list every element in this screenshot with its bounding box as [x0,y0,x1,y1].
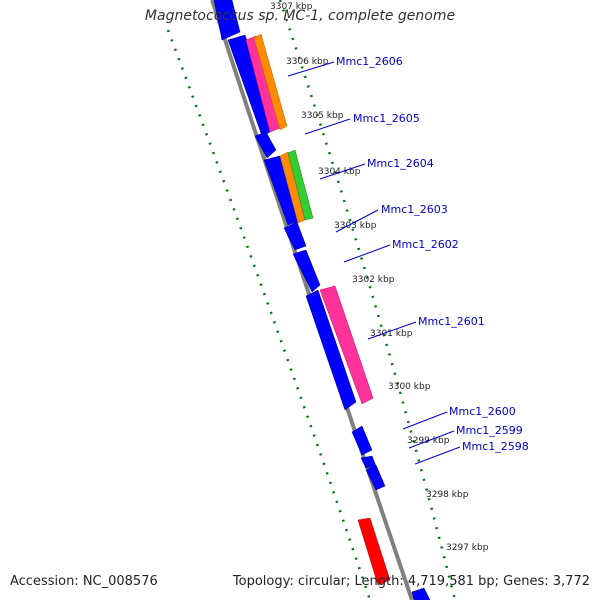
tick-label: 3297 kbp [446,543,489,553]
cds-block [292,249,321,293]
orange-block [253,33,288,131]
cds-block [351,425,373,456]
tick-label: 3298 kbp [426,490,469,500]
gene-leader-lines [287,61,461,465]
cds-block [254,131,277,159]
cds-block [283,221,307,251]
gene-label-mmc1-2599: Mmc1_2599 [456,424,523,437]
gene-label-mmc1-2606: Mmc1_2606 [336,55,403,68]
cds-block [365,464,386,491]
gene-label-mmc1-2598: Mmc1_2598 [462,440,529,453]
gene-label-mmc1-2600: Mmc1_2600 [449,405,516,418]
cds-block [305,289,357,411]
tick-label: 3306 kbp [286,57,329,67]
tick-label: 3302 kbp [352,275,395,285]
cds-block [411,587,431,600]
gene-label-mmc1-2605: Mmc1_2605 [353,112,420,125]
feature-track-colored [245,33,391,586]
tick-label: 3307 kbp [270,2,313,12]
accession-label: Accession: NC_008576 [10,574,158,589]
tick-label: 3305 kbp [301,111,344,121]
tick-label: 3303 kbp [334,221,377,231]
gene-label-mmc1-2604: Mmc1_2604 [367,157,434,170]
cds-track-blue [213,0,431,600]
cds-block [213,0,241,41]
gene-labels: Mmc1_2606 Mmc1_2605 Mmc1_2604 Mmc1_2603 … [336,55,529,453]
outer-dotted-track [278,0,457,600]
genome-stats-label: Topology: circular; Length: 4,719,581 bp… [232,574,590,589]
tick-label: 3301 kbp [370,329,413,339]
red-block [357,517,391,586]
gene-label-mmc1-2602: Mmc1_2602 [392,238,459,251]
gene-label-mmc1-2601: Mmc1_2601 [418,315,485,328]
inner-dotted-track [166,29,372,600]
magenta-block [319,285,374,405]
tick-label: 3304 kbp [318,167,361,177]
tick-label: 3300 kbp [388,382,431,392]
kbp-labels: 3307 kbp 3306 kbp 3305 kbp 3304 kbp 3303… [270,2,489,553]
gene-label-mmc1-2603: Mmc1_2603 [381,203,448,216]
map-title: Magnetococcus sp. MC-1, complete genome [144,8,456,24]
green-block [287,149,314,221]
